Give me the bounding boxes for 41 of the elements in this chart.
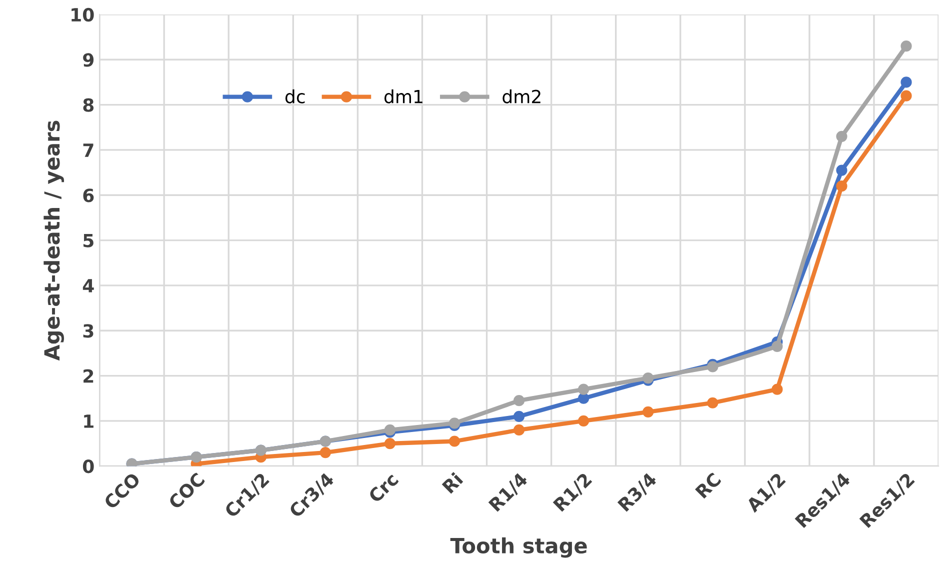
x-tick-label: RC — [694, 472, 722, 499]
point — [772, 384, 783, 395]
legend-label: dc — [285, 89, 305, 104]
point — [513, 395, 525, 406]
point — [836, 130, 848, 142]
y-tick-label: 5 — [84, 234, 94, 248]
y-tick-label: 8 — [83, 98, 94, 112]
y-tick-label: 4 — [82, 279, 94, 292]
point — [513, 424, 525, 436]
point — [900, 76, 912, 88]
point — [707, 397, 718, 408]
point — [836, 164, 848, 176]
x-tick-label: Ri — [441, 472, 464, 494]
point — [900, 90, 912, 102]
y-tick-label: 9 — [83, 53, 94, 67]
point — [707, 361, 718, 372]
x-axis-title: Tooth stage — [450, 537, 587, 558]
y-tick-label: 0 — [82, 460, 94, 474]
y-tick-label: 1 — [84, 414, 94, 428]
point — [320, 446, 331, 458]
legend-label: dm2 — [502, 89, 540, 104]
point — [578, 415, 590, 426]
point — [900, 40, 912, 52]
point — [836, 180, 848, 192]
point — [384, 424, 396, 436]
point — [384, 438, 396, 450]
x-tick-label: Crc — [368, 472, 399, 504]
y-axis-title: Age-at-death / years — [44, 120, 64, 361]
legend-label: dm1 — [384, 89, 422, 104]
point — [772, 340, 783, 352]
point — [513, 410, 525, 422]
point — [642, 372, 654, 384]
y-tick-label: 2 — [84, 369, 94, 383]
point — [578, 384, 590, 395]
y-tick-label: 3 — [83, 324, 94, 338]
y-tick-label: 7 — [83, 144, 94, 157]
point — [578, 392, 590, 404]
y-tick-label: 6 — [83, 188, 94, 202]
point — [642, 406, 654, 418]
y-tick-label: 10 — [72, 8, 94, 22]
point — [448, 436, 460, 447]
